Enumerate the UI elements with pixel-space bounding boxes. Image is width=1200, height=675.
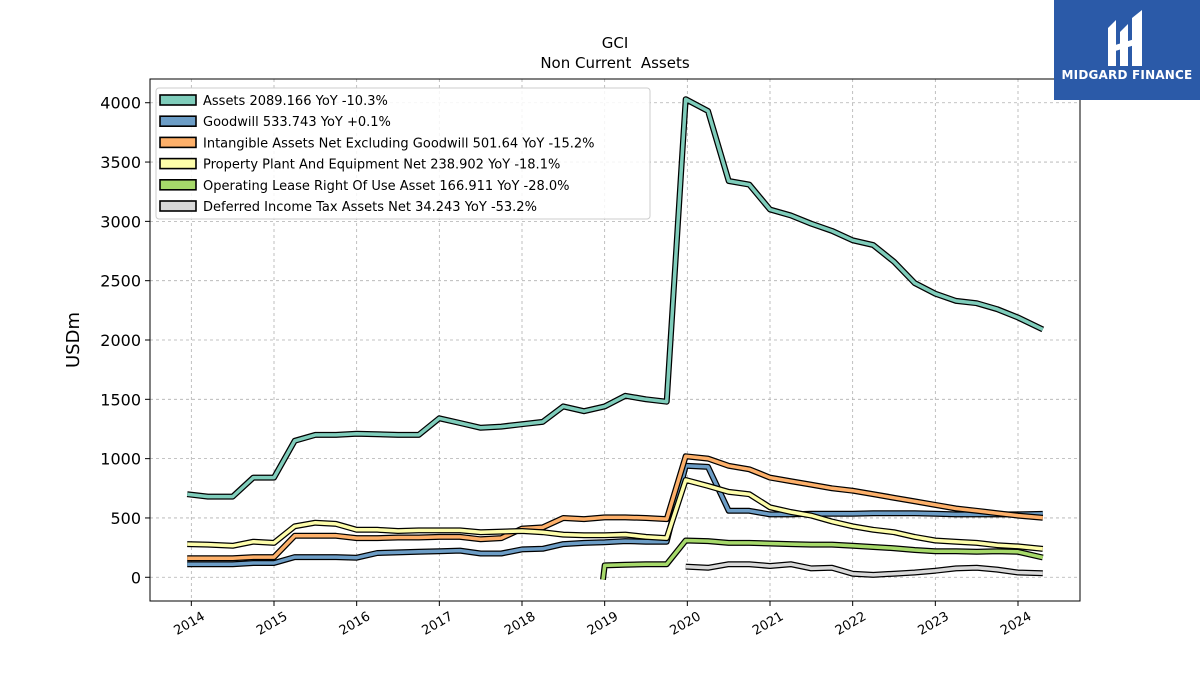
- series-line-1: [187, 464, 1043, 566]
- series-line-3: [187, 478, 1043, 551]
- y-tick-label: 0: [131, 568, 141, 587]
- brand-name: MIDGARD FINANCE: [1061, 68, 1193, 82]
- legend-swatch: [159, 115, 197, 127]
- brand-logo: MIDGARD FINANCE: [1054, 0, 1200, 100]
- x-tick-label: 2020: [668, 609, 704, 639]
- y-axis-label: USDm: [63, 312, 84, 368]
- series-line-5: [685, 562, 1043, 577]
- series-line-0: [186, 97, 1044, 499]
- y-tick-label: 2500: [100, 272, 141, 291]
- legend-box: [155, 87, 651, 220]
- brand-mark-icon: [1108, 10, 1142, 66]
- series-line-2: [187, 454, 1043, 561]
- legend-label: Intangible Assets Net Excluding Goodwill…: [203, 136, 594, 151]
- x-tick-label: 2014: [172, 609, 208, 639]
- x-tick-label: 2017: [420, 609, 456, 639]
- legend-swatch: [159, 136, 197, 149]
- chart-title: GCI: [602, 34, 629, 52]
- legend-label: Property Plant And Equipment Net 238.902…: [203, 158, 560, 173]
- x-tick-label: 2019: [585, 609, 621, 639]
- legend[interactable]: Assets 2089.166 YoY -10.3% Goodwill 533.7…: [155, 87, 651, 220]
- x-axis: 2014 2015 2016 2017 2018 2019 2020 2021 2022 2023…: [172, 601, 1034, 639]
- y-tick-label: 1500: [100, 390, 141, 409]
- legend-label: Deferred Income Tax Assets Net 34.243 Yo…: [203, 200, 537, 215]
- legend-swatch: [159, 157, 197, 170]
- legend-label: Operating Lease Right Of Use Asset 166.9…: [203, 179, 570, 194]
- x-tick-label: 2015: [254, 609, 290, 639]
- y-tick-label: 2000: [100, 331, 141, 350]
- x-tick-label: 2022: [833, 609, 869, 639]
- x-tick-label: 2016: [337, 609, 373, 639]
- y-tick-label: 1000: [100, 450, 141, 469]
- y-tick-label: 4000: [100, 94, 141, 113]
- x-tick-label: 2023: [916, 609, 952, 639]
- series-group: [186, 96, 1045, 580]
- y-tick-label: 500: [110, 509, 141, 528]
- chart-subtitle: Non Current Assets: [540, 54, 690, 72]
- legend-label: Goodwill 533.743 YoY +0.1%: [203, 115, 391, 130]
- x-tick-label: 2018: [502, 609, 538, 639]
- legend-swatch: [159, 94, 197, 106]
- legend-label: Assets 2089.166 YoY -10.3%: [203, 94, 388, 109]
- y-axis: 0 500 1000 1500 2000 2500 3000 3500 4000: [100, 94, 150, 587]
- series-line-4: [601, 538, 1044, 580]
- x-tick-label: 2024: [998, 609, 1034, 639]
- y-tick-label: 3000: [100, 212, 141, 231]
- legend-swatch: [159, 179, 197, 191]
- y-tick-label: 3500: [100, 153, 141, 172]
- legend-swatch: [159, 200, 197, 212]
- x-tick-label: 2021: [750, 609, 786, 639]
